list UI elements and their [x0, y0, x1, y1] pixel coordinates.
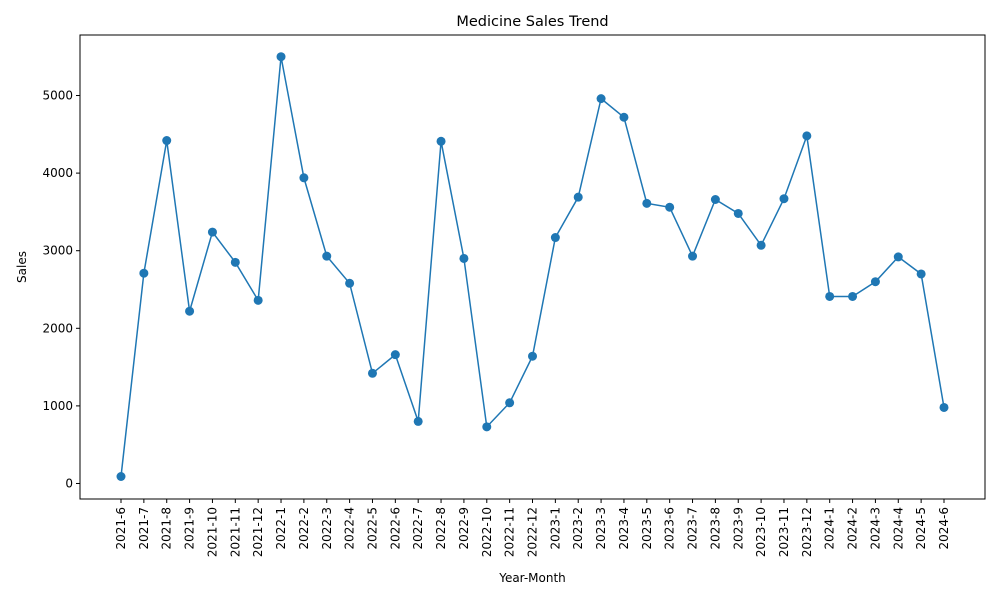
data-point — [688, 251, 698, 261]
data-point — [162, 136, 172, 146]
x-tick-label: 2022-4 — [343, 507, 357, 550]
y-axis-label: Sales — [15, 251, 29, 283]
x-tick-label: 2023-12 — [800, 507, 814, 557]
x-axis-label: Year-Month — [498, 571, 566, 585]
data-point — [756, 240, 766, 250]
x-tick-label: 2022-1 — [274, 507, 288, 550]
x-tick-label: 2023-8 — [708, 507, 722, 550]
x-tick-label: 2023-11 — [777, 507, 791, 557]
data-point — [116, 471, 126, 481]
x-tick-label: 2021-10 — [205, 507, 219, 557]
data-point — [939, 402, 949, 412]
data-point — [253, 295, 263, 305]
data-point — [573, 192, 583, 202]
x-tick-label: 2021-12 — [251, 507, 265, 557]
x-tick-label: 2021-8 — [160, 507, 174, 550]
x-tick-label: 2021-6 — [114, 507, 128, 550]
x-tick-label: 2023-1 — [548, 507, 562, 550]
x-tick-label: 2024-5 — [914, 507, 928, 550]
data-point — [550, 233, 560, 243]
data-point — [482, 422, 492, 432]
x-tick-label: 2024-1 — [823, 507, 837, 550]
x-tick-label: 2024-2 — [846, 507, 860, 550]
x-axis: 2021-6 2021-7 2021-8 2021-9 2021-10 2021-11 20… — [114, 499, 951, 557]
data-point — [299, 173, 309, 183]
x-tick-label: 2022-9 — [457, 507, 471, 550]
data-point — [390, 350, 400, 360]
data-point — [779, 194, 789, 204]
data-point — [848, 291, 858, 301]
x-tick-label: 2023-2 — [571, 507, 585, 550]
chart-title: Medicine Sales Trend — [456, 14, 608, 30]
data-point — [230, 257, 240, 267]
x-tick-label: 2022-12 — [526, 507, 540, 557]
data-point — [345, 278, 355, 288]
data-point — [870, 277, 880, 287]
x-tick-label: 2022-5 — [365, 507, 379, 550]
data-point — [916, 269, 926, 279]
data-point — [436, 136, 446, 146]
data-point — [528, 351, 537, 361]
y-tick-label: 3000 — [42, 244, 73, 258]
y-tick-label: 2000 — [42, 321, 73, 335]
y-tick-label: 5000 — [42, 89, 73, 103]
data-point — [733, 208, 743, 218]
y-tick-label: 4000 — [42, 166, 73, 180]
data-point — [367, 368, 377, 378]
data-point — [825, 291, 835, 301]
y-axis: 0 1000 2000 3000 4000 5000 — [42, 89, 80, 490]
plot-area — [79, 34, 986, 500]
x-tick-label: 2022-6 — [388, 507, 402, 550]
x-tick-label: 2023-5 — [640, 507, 654, 550]
data-point — [459, 253, 469, 263]
data-point — [185, 306, 195, 316]
data-point — [642, 198, 652, 208]
x-tick-label: 2022-3 — [320, 507, 334, 550]
x-tick-label: 2022-11 — [503, 507, 517, 557]
data-point — [413, 416, 423, 426]
x-tick-label: 2023-3 — [594, 507, 608, 550]
x-tick-label: 2022-8 — [434, 507, 448, 550]
x-tick-label: 2024-4 — [891, 507, 905, 550]
x-tick-label: 2024-6 — [937, 507, 951, 550]
data-point — [619, 112, 629, 122]
x-tick-label: 2023-7 — [686, 507, 700, 550]
x-tick-label: 2024-3 — [868, 507, 882, 550]
data-point — [139, 268, 149, 278]
data-point — [893, 252, 903, 262]
data-point — [665, 202, 675, 212]
data-point — [710, 194, 720, 204]
x-tick-label: 2022-10 — [480, 507, 494, 557]
data-point — [276, 52, 286, 62]
data-point — [322, 251, 332, 261]
x-tick-label: 2021-9 — [183, 507, 197, 550]
x-tick-label: 2023-10 — [754, 507, 768, 557]
y-tick-label: 1000 — [42, 399, 73, 413]
data-point — [505, 398, 515, 408]
x-tick-label: 2022-2 — [297, 507, 311, 550]
x-tick-label: 2023-6 — [663, 507, 677, 550]
sales-series-markers — [116, 52, 949, 481]
x-tick-label: 2022-7 — [411, 507, 425, 550]
x-tick-label: 2023-9 — [731, 507, 745, 550]
data-point — [802, 131, 812, 141]
data-point — [596, 94, 606, 104]
y-tick-label: 0 — [65, 476, 73, 490]
x-tick-label: 2021-11 — [228, 507, 242, 557]
x-tick-label: 2021-7 — [137, 507, 151, 550]
x-tick-label: 2023-4 — [617, 507, 631, 550]
data-point — [207, 227, 217, 237]
